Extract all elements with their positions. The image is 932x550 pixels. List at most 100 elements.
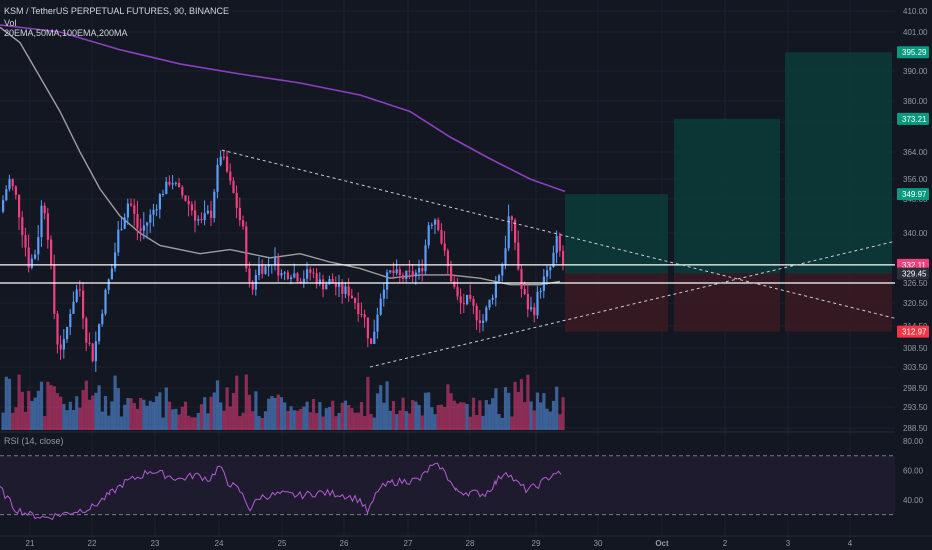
candle-body — [203, 213, 206, 221]
target-zone[interactable] — [674, 118, 780, 274]
x-tick-label: 21 — [26, 539, 35, 548]
candle-body — [443, 243, 446, 251]
volume-bar — [30, 400, 34, 430]
candle-body — [274, 257, 277, 265]
stop-zone[interactable] — [565, 273, 668, 332]
volume-bar — [497, 414, 501, 430]
ma-legend: 20EMA,50MA,100EMA,200MA — [4, 28, 128, 38]
candle-body — [475, 305, 478, 321]
volume-bar — [452, 400, 456, 430]
candle-body — [184, 195, 187, 201]
volume-bar — [459, 402, 463, 430]
candle-body — [286, 272, 289, 280]
volume-bar — [318, 401, 322, 430]
candle-body — [146, 222, 149, 226]
candle-body — [318, 279, 321, 285]
candle-body — [264, 266, 267, 274]
candle-body — [14, 186, 17, 195]
candle-body — [226, 156, 229, 172]
candle-body — [258, 264, 261, 276]
candle-body — [178, 182, 181, 188]
candle-body — [232, 180, 235, 193]
candle-body — [229, 171, 232, 181]
candle-body — [53, 264, 56, 314]
candle-body — [302, 278, 305, 283]
volume-bar — [340, 402, 344, 430]
candle-body — [104, 289, 107, 314]
upper-trendline[interactable] — [221, 149, 896, 319]
candle-body — [94, 341, 97, 362]
volume-bar — [238, 416, 242, 430]
candle-body — [526, 294, 529, 310]
volume-bar — [59, 396, 63, 430]
trendline-drawings[interactable] — [0, 149, 896, 368]
volume-bar — [39, 381, 44, 430]
candle-body — [5, 189, 8, 201]
volume-bar — [75, 396, 79, 430]
candle-body — [165, 181, 168, 194]
candle-body — [69, 313, 72, 328]
volume-bar — [308, 412, 312, 430]
y-tick-label: 298.50 — [903, 384, 928, 393]
stop-zone[interactable] — [785, 273, 892, 332]
target-zone[interactable] — [565, 194, 668, 274]
price-tag-label: 373.21 — [902, 115, 927, 124]
y-tick-label: 364.00 — [903, 148, 928, 157]
volume-bar — [353, 412, 357, 430]
volume-bar — [151, 402, 156, 430]
volume-bar — [295, 410, 300, 430]
rsi-line — [0, 462, 562, 521]
volume-bar — [401, 397, 405, 430]
y-tick-label: 303.50 — [903, 363, 928, 372]
volume-bar — [542, 393, 546, 430]
volume-bar — [539, 402, 543, 430]
candle-body — [62, 339, 65, 350]
candle-body — [306, 269, 309, 279]
volume-bar — [292, 410, 296, 430]
x-tick-label: 26 — [340, 539, 349, 548]
symbol-title: KSM / TetherUS PERPETUAL FUTURES, 90, BI… — [4, 6, 230, 16]
volume-bar — [183, 401, 188, 430]
x-tick-label: 2 — [723, 539, 728, 548]
candle-body — [290, 277, 293, 280]
volume-bar — [180, 406, 184, 430]
price-axis[interactable]: 410.00401.00390.00380.00372.00364.00356.… — [895, 0, 932, 550]
volume-bar — [324, 408, 328, 430]
candle-body — [459, 296, 462, 303]
volume-bar — [84, 380, 88, 430]
candle-body — [37, 236, 40, 255]
candle-body — [261, 264, 264, 274]
candle-body — [155, 209, 158, 211]
target-zone[interactable] — [785, 52, 892, 274]
time-axis[interactable]: 21 22 23 24 25 26 27 28 29 30 Oct 2 3 4 — [0, 535, 932, 548]
y-tick-label: 356.00 — [903, 175, 928, 184]
volume-bar — [471, 397, 476, 430]
volume-bar — [532, 410, 536, 430]
volume-bar — [187, 415, 191, 430]
volume-bar — [436, 405, 440, 430]
candle-body — [120, 228, 123, 230]
candle-body — [280, 273, 283, 276]
candle-body — [312, 272, 315, 274]
volume-bar — [193, 417, 197, 430]
candle-body — [11, 179, 14, 187]
volume-bar — [398, 410, 402, 430]
y-tick-label: 308.50 — [903, 344, 928, 353]
volume-bar — [315, 413, 319, 430]
rsi-tick-label: 40.00 — [903, 496, 924, 505]
volume-bar — [500, 417, 504, 430]
candle-body — [530, 307, 533, 310]
stop-zone[interactable] — [674, 273, 780, 332]
candle-body — [254, 275, 257, 290]
y-tick-label: 293.50 — [903, 403, 928, 412]
candle-body — [242, 220, 245, 227]
volume-bar — [113, 375, 117, 430]
volume-bar — [321, 416, 325, 430]
y-tick-label: 326.50 — [903, 279, 928, 288]
volume-bar — [123, 404, 127, 430]
volume-bar — [167, 401, 172, 430]
candle-body — [430, 224, 433, 226]
candle-body — [341, 283, 344, 294]
volume-bar — [135, 408, 140, 430]
